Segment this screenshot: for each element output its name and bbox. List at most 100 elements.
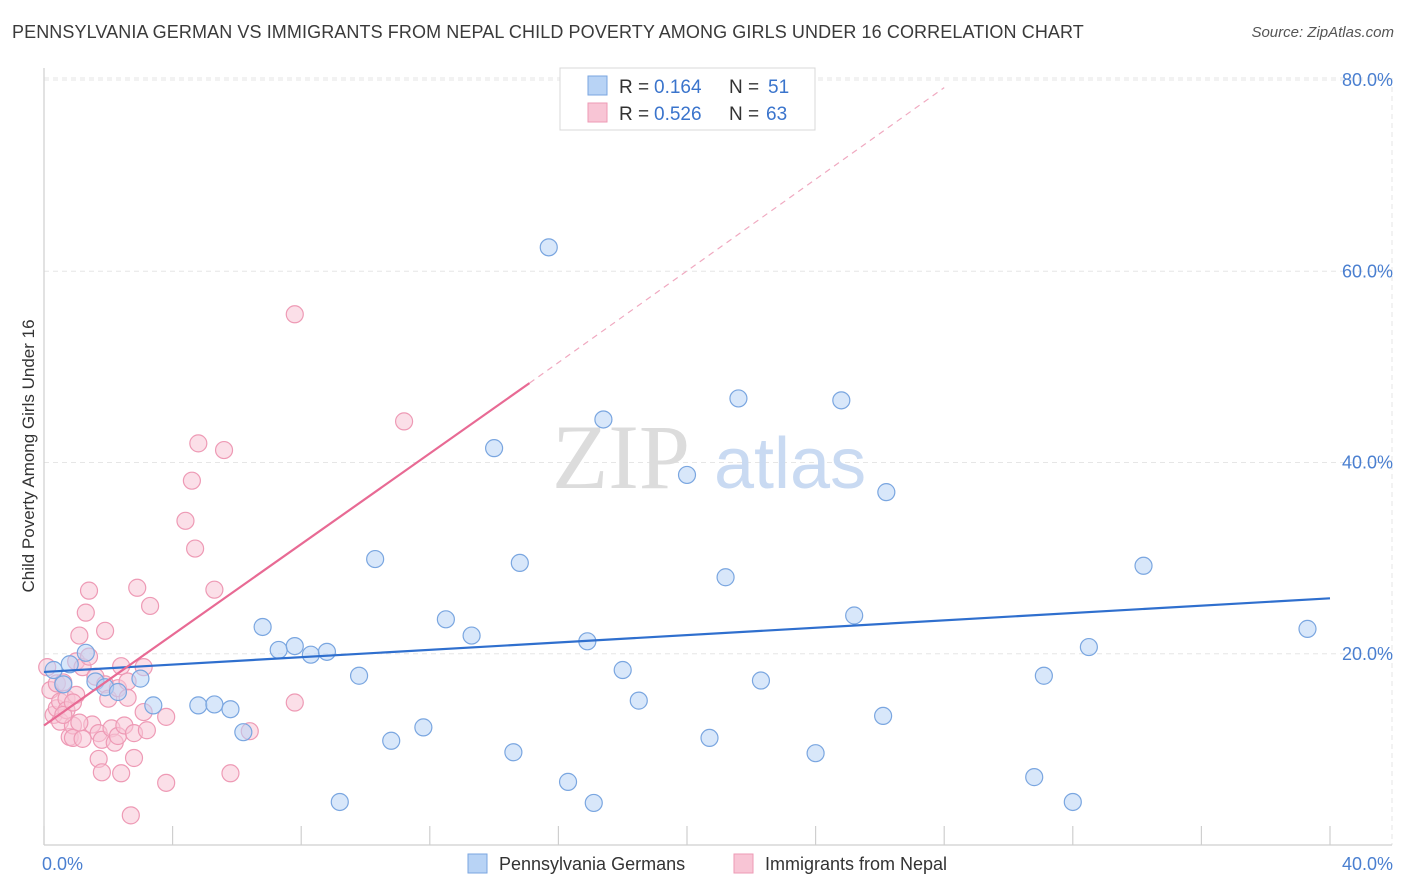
y-tick-label: 60.0% [1342,261,1393,281]
immigrants-from-nepal-point [157,707,176,726]
legend: R = 0.164 N = 51 R = 0.526 N = 63 [559,67,816,131]
pennsylvania-germans-point [1034,666,1053,685]
legend-swatch-pink [587,102,608,123]
bottom-legend-swatch-blue [467,853,488,874]
pennsylvania-germans-point [1298,619,1317,638]
pennsylvania-germans-point [189,696,208,715]
pennsylvania-germans-point [60,655,79,674]
pennsylvania-germans-point [677,465,697,485]
pennsylvania-germans-point [269,640,288,660]
pennsylvania-germans-point [485,439,504,458]
bottom-legend-swatch-pink [733,853,754,874]
immigrants-from-nepal-point [112,764,131,783]
trend-layer [43,87,1331,727]
immigrants-from-nepal-point [221,764,240,783]
immigrants-from-nepal-point [189,434,208,453]
immigrants-from-nepal-point [285,305,304,324]
pennsylvania-germans-point [510,553,529,573]
immigrants-from-nepal-point [214,440,234,460]
immigrants-from-nepal-trend-line [43,382,531,727]
y-tick-label: 20.0% [1342,644,1393,664]
pennsylvania-germans-point [832,391,851,410]
immigrants-from-nepal-point [182,471,201,490]
pennsylvania-germans-point [436,610,455,629]
pennsylvania-germans-point [205,695,224,714]
immigrants-from-nepal-point [128,578,147,597]
chart-title: PENNSYLVANIA GERMAN VS IMMIGRANTS FROM N… [12,22,1084,42]
y-tick-label: 40.0% [1342,453,1393,473]
immigrants-from-nepal-point [70,713,89,732]
pennsylvania-germans-point [539,238,558,257]
legend-n-value-1: 51 [768,77,789,98]
x-tick-label-min: 0.0% [42,854,83,874]
pennsylvania-germans-trend-line [43,597,1331,674]
pennsylvania-germans-point [1063,792,1082,812]
pennsylvania-germans-point [845,606,864,625]
pennsylvania-germans-point [144,696,163,715]
pennsylvania-germans-point [504,743,523,762]
pennsylvania-germans-point [414,718,433,737]
immigrants-from-nepal-point [95,621,115,640]
pennsylvania-germans-point [301,645,320,664]
immigrants-from-nepal-point [121,806,140,825]
pennsylvania-germans-point [558,772,578,791]
pennsylvania-germans-point [594,410,613,429]
y-axis-title: Child Poverty Among Girls Under 16 [19,319,38,592]
pennsylvania-germans-point [1025,768,1044,787]
pennsylvania-germans-point [1134,556,1153,575]
immigrants-from-nepal-point [285,693,304,712]
x-tick-label-max: 40.0% [1342,854,1393,874]
immigrants-from-nepal-trend-extension [529,87,945,384]
pennsylvania-germans-point [285,636,304,656]
pennsylvania-germans-point [700,728,719,748]
immigrants-from-nepal-point [79,581,99,600]
pennsylvania-germans-point [806,744,825,763]
immigrants-from-nepal-point [76,603,95,622]
immigrants-from-nepal-point [186,539,205,558]
bottom-legend: Pennsylvania Germans Immigrants from Nep… [467,853,947,874]
pennsylvania-germans-point [131,669,150,688]
legend-r-label-2: R = [619,104,649,125]
pennsylvania-germans-point [751,671,771,690]
axes-layer: 20.0% 40.0% 60.0% 80.0% 0.0% 40.0% [42,68,1393,874]
immigrants-from-nepal-point [70,626,89,645]
legend-n-label-1: N = [729,77,759,98]
legend-n-label-2: N = [729,104,759,125]
chart-source: Source: ZipAtlas.com [1251,24,1394,41]
legend-r-value-2: 0.526 [654,104,702,125]
pennsylvania-germans-point [317,642,337,661]
immigrants-from-nepal-point [54,705,73,725]
pennsylvania-germans-point [349,666,369,685]
legend-n-value-2: 63 [766,104,787,125]
immigrants-from-nepal-point [157,773,176,792]
y-tick-label: 80.0% [1342,70,1393,90]
watermark-zip: ZIP [552,406,690,508]
legend-r-value-1: 0.164 [654,77,702,98]
pennsylvania-germans-point [584,793,603,813]
bottom-legend-label-pink: Immigrants from Nepal [765,854,947,874]
pennsylvania-germans-point [253,617,272,637]
bottom-legend-label-blue: Pennsylvania Germans [499,854,685,874]
pennsylvania-germans-point [330,792,349,812]
pennsylvania-germans-point [108,682,128,702]
pennsylvania-germans-point [716,568,735,587]
immigrants-from-nepal-point [140,596,160,616]
watermark: ZIP atlas [552,406,866,508]
legend-swatch-blue [587,75,608,96]
pennsylvania-germans-point [462,626,481,645]
pennsylvania-germans-point [874,706,893,726]
points-layer [38,238,1317,825]
pennsylvania-germans-point [234,723,253,742]
pennsylvania-germans-point [1079,637,1098,657]
immigrants-from-nepal-point [92,763,111,782]
immigrants-from-nepal-point [205,580,224,599]
immigrants-from-nepal-point [394,412,414,431]
pennsylvania-germans-point [366,549,385,569]
pennsylvania-germans-point [629,691,648,710]
immigrants-from-nepal-point [176,511,195,530]
pennsylvania-germans-point [382,731,401,750]
pennsylvania-germans-point [54,675,73,694]
pennsylvania-germans-point [76,643,95,662]
pennsylvania-germans-point [729,389,748,408]
